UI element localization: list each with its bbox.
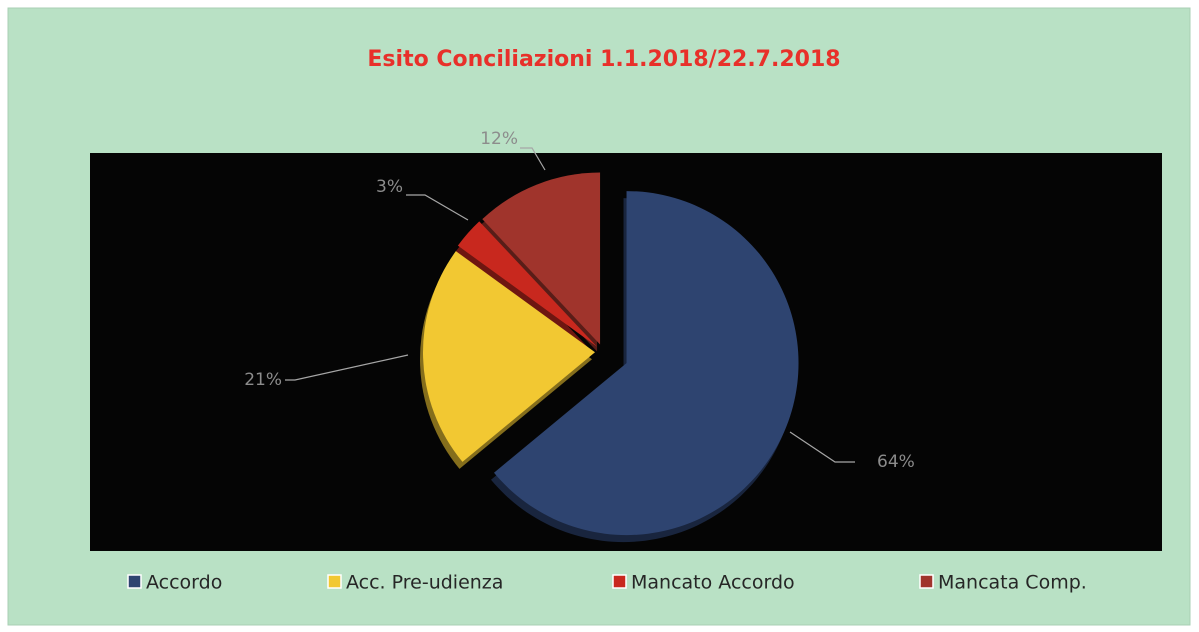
legend-swatch xyxy=(127,574,142,589)
data-label: 3% xyxy=(376,177,403,197)
legend-label: Mancata Comp. xyxy=(938,572,1087,594)
legend-label: Accordo xyxy=(146,572,222,594)
data-label: 12% xyxy=(480,129,518,149)
chart-title: Esito Conciliazioni 1.1.2018/22.7.2018 xyxy=(367,47,840,72)
slice xyxy=(457,221,597,347)
legend-label: Acc. Pre-udienza xyxy=(346,572,503,594)
data-label: 21% xyxy=(244,370,282,390)
leader-line xyxy=(285,354,409,381)
leader-line xyxy=(520,147,546,171)
leader-line xyxy=(406,194,469,221)
slice xyxy=(482,172,601,345)
legend: Accordo Acc. Pre-udienza Mancato Accordo Ma… xyxy=(127,572,1087,594)
slices xyxy=(423,172,799,536)
legend-label: Mancato Accordo xyxy=(631,572,795,594)
legend-swatch xyxy=(919,574,934,589)
legend-swatch xyxy=(327,574,342,589)
data-label: 64% xyxy=(877,452,915,472)
slice xyxy=(423,251,596,462)
slice xyxy=(493,191,799,536)
leader-line xyxy=(789,431,855,463)
legend-swatch xyxy=(612,574,627,589)
data-labels: 64% 21% 3% 12% xyxy=(244,129,915,472)
